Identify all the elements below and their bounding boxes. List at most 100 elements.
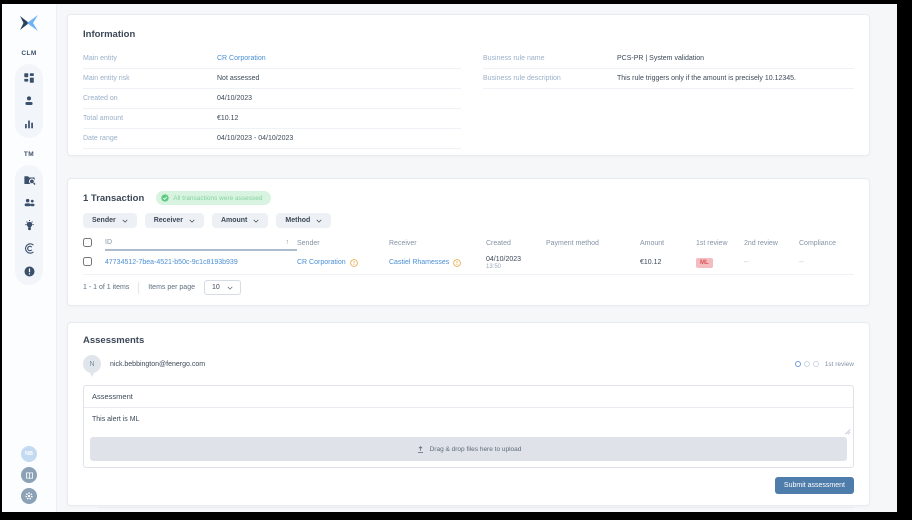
field-total-amount: Total amount €10.12 <box>83 109 461 129</box>
field-label: Main entity <box>83 55 117 62</box>
information-card: Information Main entity CR Corporation M… <box>67 14 870 156</box>
alerts-icon[interactable] <box>22 218 36 232</box>
main-content: Information Main entity CR Corporation M… <box>57 4 897 512</box>
transactions-card: 1 Transaction All transactions were asse… <box>67 178 870 306</box>
transaction-monitoring-icon[interactable] <box>22 172 36 186</box>
assessment-comment-text: This alert is ML <box>92 416 140 423</box>
column-header-id[interactable]: ID ↑ <box>105 235 297 251</box>
information-right-column: Business rule name PCS-PR | System valid… <box>483 49 854 149</box>
field-label: Business rule name <box>483 55 545 62</box>
information-grid: Main entity CR Corporation Main entity r… <box>83 49 854 149</box>
field-value: PCS-PR | System validation <box>617 55 705 62</box>
help-book-icon[interactable] <box>21 467 37 483</box>
chevron-down-icon <box>316 219 322 223</box>
sidebar-bottom-group: NB <box>2 446 56 504</box>
assessments-card: Assessments N nick.bebbington@fenergo.co… <box>67 322 870 508</box>
counterparties-icon[interactable] <box>22 195 36 209</box>
column-header-sender[interactable]: Sender <box>297 239 320 247</box>
field-value: €10.12 <box>217 115 239 122</box>
transaction-row: 47734512-7bea-4521-b50c-9c1c8193b939 CR … <box>83 251 854 275</box>
select-all-checkbox[interactable] <box>83 237 92 247</box>
assessment-comment-textarea[interactable]: This alert is ML <box>84 408 853 437</box>
row-checkbox[interactable] <box>83 257 92 266</box>
tm-icon-group <box>15 165 43 285</box>
column-header-receiver[interactable]: Receiver <box>389 239 417 247</box>
items-per-page-select[interactable]: 10 <box>204 280 241 295</box>
screening-icon[interactable] <box>22 241 36 255</box>
client-icon[interactable] <box>22 94 36 108</box>
assessment-box: Assessment This alert is ML Drag & drop … <box>83 385 854 468</box>
field-created-on: Created on 04/10/2023 <box>83 89 461 109</box>
field-label: Business rule description <box>483 75 561 82</box>
field-value: 04/10/2023 - 04/10/2023 <box>217 135 294 142</box>
settings-gear-icon[interactable] <box>21 488 37 504</box>
check-circle-icon <box>161 194 169 202</box>
field-label: Main entity risk <box>83 75 130 82</box>
field-main-entity-risk: Main entity risk Not assessed <box>83 69 461 89</box>
field-value: This rule triggers only if the amount is… <box>617 75 796 82</box>
column-header-created[interactable]: Created <box>486 239 511 247</box>
filter-label: Receiver <box>153 217 183 224</box>
information-title: Information <box>83 29 136 40</box>
clm-icon-group <box>15 64 43 138</box>
column-header-compliance[interactable]: Compliance <box>799 239 836 247</box>
receiver-link[interactable]: Castiel Rhamesses <box>389 259 450 266</box>
filter-chips: Sender Receiver Amount Method <box>83 213 854 228</box>
transactions-title: 1 Transaction <box>83 192 145 204</box>
column-header-1st-review[interactable]: 1st review <box>696 239 728 247</box>
transaction-id-link[interactable]: 47734512-7bea-4521-b50c-9c1c8193b939 <box>105 259 238 266</box>
sender-link[interactable]: CR Corporation <box>297 259 346 266</box>
column-header-amount[interactable]: Amount <box>640 239 665 247</box>
created-time: 13:50 <box>486 263 502 270</box>
filter-method[interactable]: Method <box>276 213 332 228</box>
filter-sender[interactable]: Sender <box>83 213 137 228</box>
field-date-range: Date range 04/10/2023 - 04/10/2023 <box>83 129 461 149</box>
field-business-rule-name: Business rule name PCS-PR | System valid… <box>483 49 854 69</box>
filter-amount[interactable]: Amount <box>211 213 269 228</box>
field-label: Created on <box>83 95 118 102</box>
sort-ascending-icon[interactable]: ↑ <box>285 238 290 246</box>
divider <box>138 281 140 294</box>
table-header-row: ID ↑ Sender Receiver Created Payment met… <box>83 235 854 251</box>
second-review-cell: -- <box>744 259 749 266</box>
transactions-header: 1 Transaction All transactions were asse… <box>83 191 854 205</box>
submit-row: Submit assessment <box>83 477 854 494</box>
fenergo-logo-icon <box>17 14 41 37</box>
module-label-clm: CLM <box>21 50 37 57</box>
submit-assessment-button[interactable]: Submit assessment <box>774 477 854 494</box>
pagination-range: 1 - 1 of 1 items <box>83 284 130 291</box>
next-assessment-divider <box>98 507 854 508</box>
chevron-down-icon <box>253 219 259 223</box>
user-avatar[interactable]: NB <box>21 446 37 462</box>
field-value: Not assessed <box>217 75 260 82</box>
resize-handle-icon[interactable] <box>843 427 851 435</box>
assessment-user-row: N nick.bebbington@fenergo.com 1st review <box>83 355 854 377</box>
analytics-icon[interactable] <box>22 117 36 131</box>
upload-icon <box>417 445 423 453</box>
created-date: 04/10/2023 <box>486 255 522 263</box>
field-main-entity: Main entity CR Corporation <box>83 49 461 69</box>
column-header-2nd-review[interactable]: 2nd review <box>744 239 778 247</box>
information-left-column: Main entity CR Corporation Main entity r… <box>83 49 461 149</box>
warning-icon <box>349 258 358 267</box>
sidebar: CLM TM <box>2 4 57 512</box>
field-label: Date range <box>83 135 118 142</box>
field-value: 04/10/2023 <box>217 95 253 102</box>
cases-icon[interactable] <box>22 264 36 278</box>
warning-icon <box>453 258 462 267</box>
filter-receiver[interactable]: Receiver <box>144 213 204 228</box>
items-per-page-label: Items per page <box>148 284 195 291</box>
ml-review-badge: ML <box>696 257 713 268</box>
main-entity-link[interactable]: CR Corporation <box>217 55 266 62</box>
dashboard-icon[interactable] <box>22 71 36 85</box>
column-header-payment-method[interactable]: Payment method <box>546 239 599 247</box>
filter-label: Sender <box>92 217 116 224</box>
chevron-down-icon <box>227 286 233 290</box>
field-label: Total amount <box>83 115 124 122</box>
reviewer-email: nick.bebbington@fenergo.com <box>110 360 206 368</box>
reviewer-avatar: N <box>83 355 101 377</box>
step-dot-3 <box>812 361 819 367</box>
filter-label: Amount <box>220 217 248 224</box>
file-dropzone[interactable]: Drag & drop files here to upload <box>90 437 847 461</box>
assessments-title: Assessments <box>83 335 145 346</box>
